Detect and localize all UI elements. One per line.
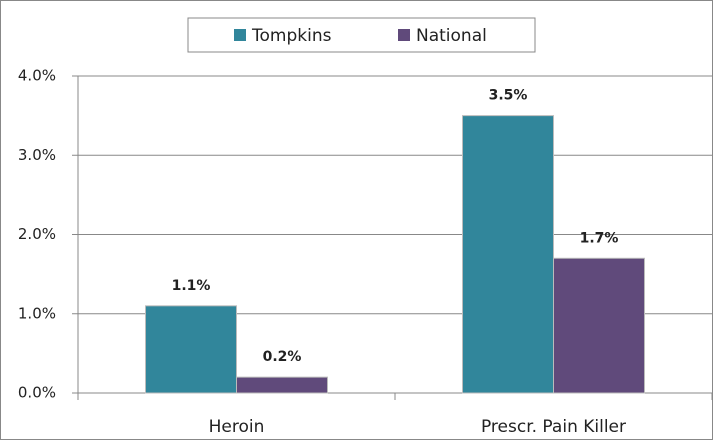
y-tick-label: 2.0% — [18, 225, 56, 243]
legend-swatch — [234, 29, 246, 41]
bar — [462, 115, 554, 394]
bar — [553, 257, 645, 394]
legend-label: Tompkins — [251, 26, 332, 46]
value-label: 1.7% — [580, 230, 619, 246]
y-tick-label: 0.0% — [18, 384, 56, 402]
x-tick-label: Heroin — [209, 417, 265, 437]
bar — [145, 305, 237, 394]
value-label: 1.1% — [172, 278, 211, 294]
legend-swatch — [398, 29, 410, 41]
legend-label: National — [416, 26, 487, 46]
y-tick-label: 3.0% — [18, 146, 56, 164]
value-label: 0.2% — [263, 349, 302, 365]
bar — [236, 376, 328, 394]
y-tick-label: 1.0% — [18, 304, 56, 322]
value-label: 3.5% — [489, 88, 528, 104]
x-tick-label: Prescr. Pain Killer — [481, 417, 626, 437]
y-tick-label: 4.0% — [18, 67, 56, 85]
